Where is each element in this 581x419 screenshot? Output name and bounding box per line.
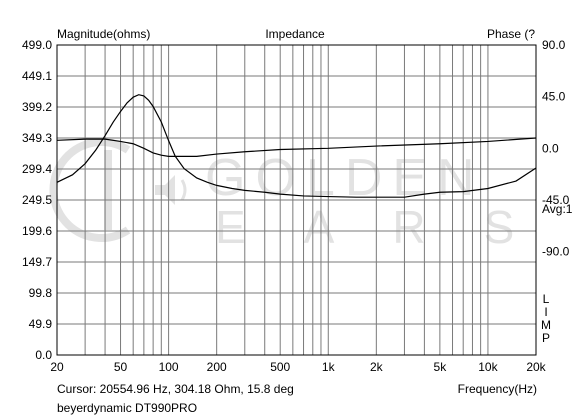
x-tick-label: 500 (270, 360, 290, 374)
x-tick-label: 10k (478, 360, 498, 374)
y-axis-title-left: Magnitude(ohms) (57, 27, 150, 41)
y-tick-label-right: -90.0 (542, 245, 570, 259)
y-tick-label-left: 449.1 (22, 69, 52, 83)
y-tick-label-left: 149.7 (22, 255, 52, 269)
y-tick-label-left: 499.0 (22, 38, 52, 52)
average-label: Avg:1 (542, 202, 573, 216)
x-tick-label: 20k (526, 360, 546, 374)
y-tick-label-left: 299.4 (22, 162, 52, 176)
x-tick-label: 2k (370, 360, 384, 374)
device-name: beyerdynamic DT990PRO (57, 401, 197, 415)
limp-letter: I (544, 305, 547, 319)
watermark: GOLDEN EARS (49, 138, 572, 253)
plot-frame (56, 44, 537, 356)
watermark-line2: EARS (215, 201, 572, 253)
x-axis-title: Frequency(Hz) (458, 382, 537, 396)
x-tick-label: 50 (114, 360, 128, 374)
chart-title: Impedance (265, 27, 325, 41)
y-tick-label-right: -45.0 (542, 193, 570, 207)
x-tick-label: 100 (159, 360, 179, 374)
watermark-logo-icon (49, 138, 187, 242)
x-tick-label: 20 (50, 360, 64, 374)
y-tick-label-left: 99.8 (29, 286, 53, 300)
y-tick-label-left: 249.5 (22, 193, 52, 207)
magnitude-curve (56, 94, 537, 198)
y-tick-label-left: 0.0 (35, 348, 52, 362)
cursor-readout: Cursor: 20554.96 Hz, 304.18 Ohm, 15.8 de… (57, 382, 294, 396)
x-tick-label: 1k (322, 360, 336, 374)
y-tick-label-left: 399.2 (22, 100, 52, 114)
y-axis-title-right: Phase (? (487, 27, 535, 41)
phase-curve (56, 137, 537, 157)
limp-letter: P (542, 331, 550, 345)
x-tick-label: 5k (434, 360, 448, 374)
y-tick-label-left: 49.9 (29, 317, 53, 331)
watermark-line1: GOLDEN (205, 149, 485, 207)
y-tick-label-right: 45.0 (542, 90, 566, 104)
plot-curves (56, 94, 537, 198)
x-tick-label: 200 (207, 360, 227, 374)
y-tick-label-right: 0.0 (542, 141, 559, 155)
axis-labels: 499.0 449.1 399.2 349.3 299.4 249.5 199.6 149.7… (22, 38, 570, 374)
plot-grid (57, 45, 536, 355)
limp-letter: M (541, 318, 551, 332)
y-tick-label-left: 349.3 (22, 131, 52, 145)
limp-letter: L (543, 292, 550, 306)
y-tick-label-right: 90.0 (542, 38, 566, 52)
y-tick-label-left: 199.6 (22, 224, 52, 238)
